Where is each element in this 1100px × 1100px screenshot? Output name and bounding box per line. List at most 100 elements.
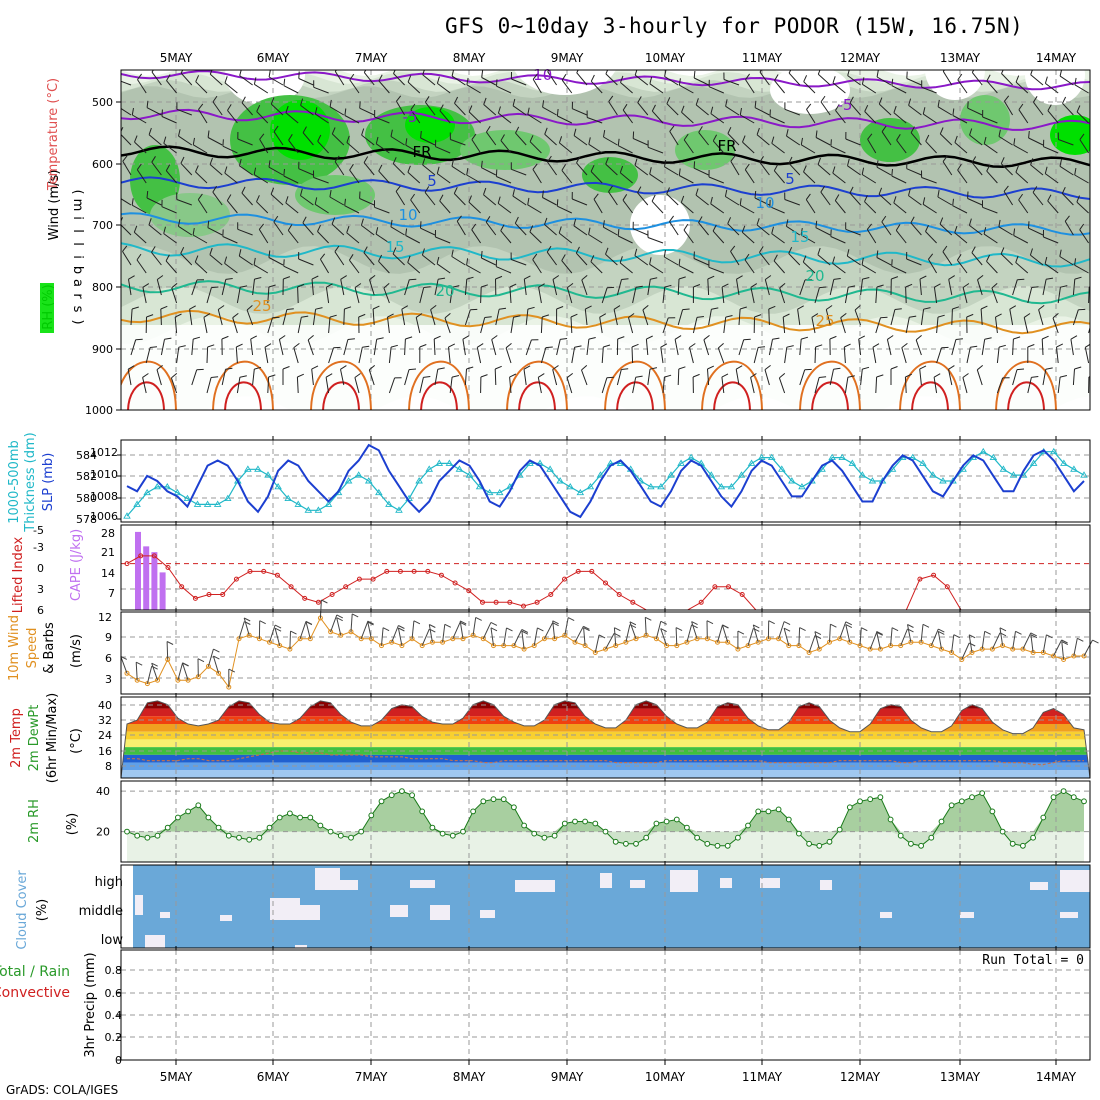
wind-barb <box>628 317 634 334</box>
wind10-barb-flag <box>459 621 467 626</box>
wind-barb-flag <box>178 129 181 137</box>
wind-barb-flag <box>180 246 185 254</box>
wind-barb <box>404 338 406 356</box>
thickness-point <box>375 488 383 496</box>
wind-barb <box>860 279 863 296</box>
wind-barb-flag <box>619 165 624 173</box>
rh-point <box>124 828 130 835</box>
wind-barb <box>1028 137 1044 146</box>
isotherm-label: -10 <box>528 66 553 84</box>
warm-contour <box>799 360 861 410</box>
wind-barb <box>485 221 497 236</box>
wind-barb <box>1000 163 1013 176</box>
wind-barb-flag <box>867 133 873 140</box>
cloud-clear <box>760 878 780 888</box>
wind-barb-flag <box>1059 159 1062 167</box>
wind-speed-point <box>541 636 547 642</box>
wind-barb-flag <box>698 216 703 223</box>
wind-barb-flag <box>283 168 285 177</box>
wind-barb <box>811 317 816 334</box>
isotherm-label: 25 <box>815 312 834 330</box>
wind-speed-point <box>419 643 425 649</box>
li-point <box>370 576 376 582</box>
wind-barb <box>601 346 604 364</box>
wind-barb <box>422 74 436 86</box>
wind-barb-flag <box>466 77 469 85</box>
wind-barb <box>346 232 360 244</box>
wind-barb-flag <box>817 157 821 165</box>
wind-barb-flag <box>608 185 613 192</box>
wind-barb <box>971 72 983 86</box>
wind-speed-point <box>205 663 211 669</box>
wind-barb <box>881 221 892 236</box>
wind-barb-flag <box>817 70 821 75</box>
wind-barb-flag <box>617 228 620 237</box>
wind-barb-flag <box>739 198 742 206</box>
wind-barb <box>723 79 740 86</box>
wind-barb-flag <box>283 276 291 280</box>
wind-barb <box>146 107 162 116</box>
wind-barb-flag <box>833 278 841 280</box>
wind-barb <box>206 377 212 394</box>
wind-barb-flag <box>392 157 397 164</box>
wind10-barb-flag <box>953 634 961 639</box>
credit-text: GrADS: COLA/IGES <box>6 1083 119 1097</box>
wind-barb-flag <box>311 275 319 280</box>
wind-barb <box>605 163 618 176</box>
li-point <box>630 599 636 605</box>
wind-barb <box>619 262 633 274</box>
wind10-barb-flag <box>475 616 482 621</box>
li-point <box>562 576 567 582</box>
wind-barb <box>407 81 421 94</box>
rh-point <box>521 822 527 829</box>
moist-area <box>860 118 920 162</box>
millibars-char: m <box>70 199 85 212</box>
wind-barb-flag <box>621 278 629 280</box>
wind-barb-flag <box>954 135 958 143</box>
wind-barb <box>527 204 542 214</box>
cloud-clear <box>630 880 645 888</box>
wind-tick-label: 6 <box>105 652 112 665</box>
temp-tick-label: 32 <box>98 714 112 727</box>
wind10-barb <box>177 662 184 681</box>
wind10-barb-flag <box>521 630 529 635</box>
rh-point <box>602 828 609 835</box>
wind-barb-flag <box>1000 247 1005 255</box>
wind-barb <box>861 264 877 274</box>
wind-barb <box>847 165 861 176</box>
wind-barb <box>156 369 162 386</box>
wind-barb-flag <box>197 193 203 200</box>
wind-speed-point <box>572 639 578 645</box>
wind-barb <box>546 161 558 176</box>
cloud-clear <box>340 880 358 890</box>
wind-barb-flag <box>225 278 233 280</box>
wind-barb-flag <box>212 185 218 193</box>
wind10-barb-flag <box>213 655 220 660</box>
thickness-point <box>858 471 867 478</box>
wind10-barb <box>269 624 276 643</box>
wind-barb <box>180 162 193 176</box>
rh-point <box>368 812 375 819</box>
wind-barb-flag <box>739 108 742 116</box>
wind-barb <box>632 138 649 146</box>
wind-barb <box>637 192 649 206</box>
wind-barb <box>951 308 953 326</box>
wind-barb-flag <box>771 226 774 234</box>
wind-barb-flag <box>909 315 917 318</box>
wind-barb <box>864 201 877 214</box>
li-label: Lifted Index <box>11 536 26 613</box>
rh-point <box>429 824 436 831</box>
wind-barb-flag <box>420 130 422 139</box>
wind-barb-flag <box>484 316 492 318</box>
wind-barb <box>161 206 177 214</box>
wind-barb-flag <box>984 337 992 340</box>
wind-barb-flag <box>544 127 548 135</box>
wind-barb-flag <box>896 134 901 141</box>
thickness-point <box>1049 447 1058 455</box>
wind-barb <box>544 133 557 146</box>
wind-barb <box>148 134 162 146</box>
rh-point <box>215 824 222 831</box>
wind-barb <box>980 308 983 326</box>
thickness-point <box>133 500 141 507</box>
